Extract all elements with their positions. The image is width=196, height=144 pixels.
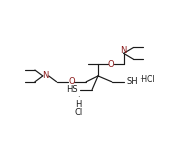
Text: HS: HS xyxy=(66,85,77,94)
Text: SH: SH xyxy=(127,77,138,86)
Text: Cl: Cl xyxy=(74,108,82,117)
Text: O: O xyxy=(107,60,114,69)
Text: ·: · xyxy=(77,93,80,102)
Text: H: H xyxy=(75,100,82,109)
Text: N: N xyxy=(43,71,49,80)
Text: O: O xyxy=(68,77,75,86)
Text: ·HCl: ·HCl xyxy=(139,75,155,84)
Text: N: N xyxy=(121,46,127,55)
